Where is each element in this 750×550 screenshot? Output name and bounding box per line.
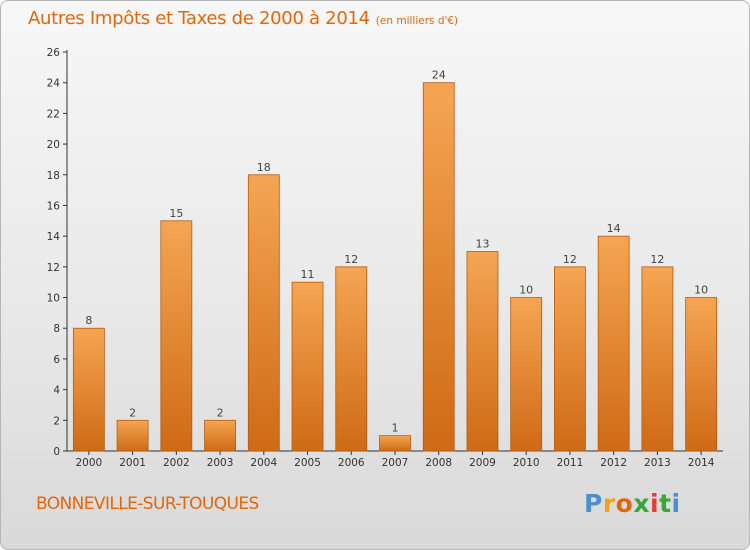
- y-tick-label: 20: [47, 139, 60, 151]
- chart-subtitle: (en milliers d'€): [375, 15, 459, 27]
- data-label: 15: [169, 207, 183, 220]
- logo-letter: i: [650, 489, 660, 518]
- logo-letter: i: [671, 489, 681, 518]
- x-tick-label: 2009: [469, 457, 496, 469]
- y-tick-label: 6: [53, 354, 60, 366]
- y-tick-label: 14: [47, 231, 61, 243]
- logo-letter: o: [615, 489, 634, 518]
- x-tick-label: 2003: [207, 457, 234, 469]
- data-label: 1: [392, 422, 399, 435]
- proxiti-logo: Proxiti: [584, 489, 681, 518]
- x-tick-label: 2000: [75, 457, 102, 469]
- x-tick-label: 2008: [425, 457, 452, 469]
- y-tick-label: 22: [47, 108, 60, 120]
- bar-2007: [379, 435, 411, 452]
- bar-2012: [597, 235, 630, 452]
- bar-2010: [510, 297, 543, 452]
- data-label: 12: [344, 253, 358, 266]
- data-label: 10: [519, 284, 533, 297]
- x-tick-label: 2006: [338, 457, 365, 469]
- x-tick-label: 2001: [119, 457, 146, 469]
- x-tick-label: 2002: [163, 457, 190, 469]
- data-label: 12: [650, 253, 664, 266]
- bar-2005: [291, 281, 324, 452]
- bar-2009: [466, 251, 499, 452]
- bar-2001: [116, 419, 149, 452]
- x-tick-label: 2013: [644, 457, 671, 469]
- x-tick-label: 2011: [557, 457, 584, 469]
- y-tick-label: 4: [53, 385, 60, 397]
- bar-2006: [335, 266, 368, 452]
- data-label: 24: [432, 69, 446, 82]
- chart-labels: 2000 8 2001 2 2002 15 2003 2 2004 18 2005 11 2006 12 2…: [75, 69, 714, 469]
- y-tick-label: 2: [53, 415, 60, 427]
- bar-2003: [204, 419, 236, 452]
- y-tick-label: 10: [47, 293, 60, 305]
- logo-letter: r: [602, 489, 616, 518]
- data-label: 8: [85, 314, 92, 327]
- y-tick-label: 24: [47, 78, 61, 90]
- x-tick-label: 2012: [600, 457, 627, 469]
- x-tick-label: 2010: [513, 457, 540, 469]
- data-label: 13: [475, 238, 489, 251]
- chart-title: Autres Impôts et Taxes de 2000 à 2014 (en…: [28, 8, 458, 29]
- y-tick-label: 0: [53, 446, 60, 458]
- x-tick-label: 2005: [294, 457, 321, 469]
- bar-2014: [685, 297, 718, 452]
- logo-letter: P: [584, 489, 603, 518]
- y-tick-label: 12: [47, 262, 60, 274]
- logo-letter: x: [633, 489, 650, 518]
- data-label: 2: [129, 406, 136, 419]
- x-tick-label: 2014: [688, 457, 715, 469]
- data-label: 18: [257, 161, 271, 174]
- data-label: 12: [563, 253, 577, 266]
- data-label: 14: [607, 222, 621, 235]
- chart-bars: [72, 82, 718, 452]
- x-tick-label: 2004: [250, 457, 277, 469]
- data-label: 11: [301, 268, 315, 281]
- y-tick-label: 16: [47, 200, 61, 212]
- y-tick-label: 26: [47, 47, 61, 59]
- commune-name: BONNEVILLE-SUR-TOUQUES: [36, 494, 259, 514]
- chart-title-text: Autres Impôts et Taxes de 2000 à 2014: [28, 8, 370, 29]
- x-tick-label: 2007: [382, 457, 409, 469]
- bar-2011: [554, 266, 586, 452]
- logo-letter: t: [659, 489, 672, 518]
- y-tick-label: 8: [53, 323, 60, 335]
- bar-2002: [160, 220, 193, 452]
- bar-2000: [72, 327, 105, 452]
- bar-2013: [641, 266, 674, 452]
- y-tick-label: 18: [47, 170, 60, 182]
- bar-2004: [247, 174, 280, 452]
- bar-2008: [422, 82, 455, 452]
- data-label: 10: [694, 284, 708, 297]
- data-label: 2: [217, 406, 224, 419]
